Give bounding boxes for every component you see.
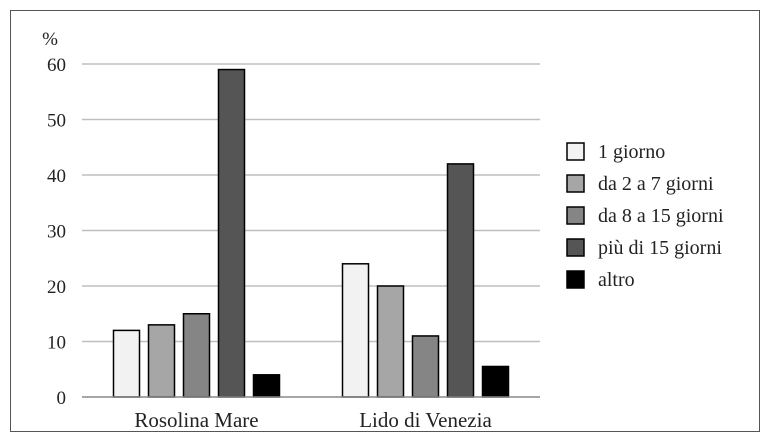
bar [446,163,475,398]
y-axis-label: % [42,29,58,50]
bar [217,68,246,398]
legend-swatch [566,142,585,161]
y-tick-label: 0 [57,388,67,409]
legend-swatch [566,238,585,257]
legend-label: altro [598,269,635,291]
y-tick-label: 20 [47,277,66,298]
bar [411,335,440,398]
legend-swatch [566,270,585,289]
bar [112,329,141,398]
y-tick-label: 10 [47,333,66,354]
x-tick-label: Rosolina Mare [134,408,258,432]
y-tick-label: 60 [47,55,66,76]
x-tick-label: Lido di Venezia [359,408,492,432]
x-axis-tick-labels: Rosolina Mare Lido di Venezia [134,408,492,432]
bar [252,374,281,398]
bar [341,263,370,398]
bar [376,285,405,398]
y-tick-label: 40 [47,166,66,187]
legend-label: da 8 a 15 giorni [598,205,724,227]
legend: 1 giorno da 2 a 7 giorni da 8 a 15 giorni p… [566,141,724,291]
bar [481,365,510,398]
y-tick-label: 30 [47,222,66,243]
bar [182,313,211,398]
bar [147,324,176,398]
legend-label: 1 giorno [598,141,665,163]
legend-swatch [566,206,585,225]
legend-label: più di 15 giorni [598,237,722,259]
y-axis-ticks: 0 10 20 30 40 50 60 [47,55,66,409]
legend-swatch [566,174,585,193]
legend-label: da 2 a 7 giorni [598,173,714,195]
y-tick-label: 50 [47,111,66,132]
